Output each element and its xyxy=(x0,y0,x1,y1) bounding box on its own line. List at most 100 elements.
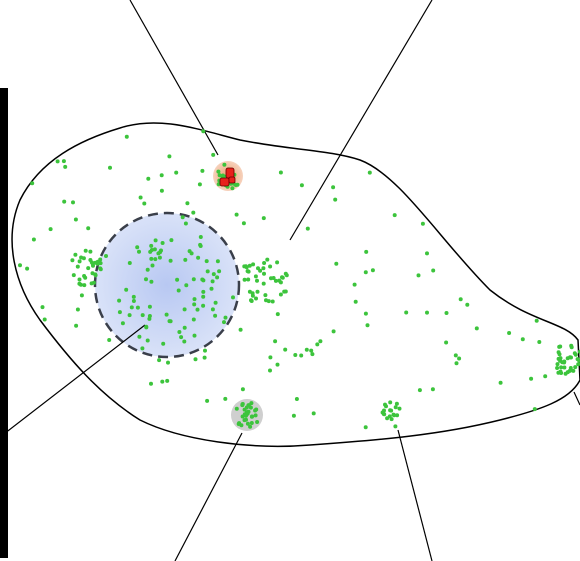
green-dot xyxy=(365,323,370,328)
green-dot xyxy=(389,408,394,413)
green-dot xyxy=(364,249,369,254)
green-dot xyxy=(153,257,158,262)
green-dot xyxy=(234,406,239,411)
green-dot xyxy=(216,169,221,174)
green-dot xyxy=(211,272,216,277)
pointer-line xyxy=(573,391,580,406)
green-dot xyxy=(532,407,537,412)
green-dot xyxy=(568,355,573,360)
green-dot xyxy=(117,310,122,315)
green-dot xyxy=(48,227,53,232)
green-dot xyxy=(395,413,400,418)
green-dot xyxy=(135,305,140,310)
green-dot xyxy=(244,417,248,422)
green-dot xyxy=(165,378,170,383)
green-dot xyxy=(556,370,561,375)
green-dot xyxy=(253,413,258,418)
green-dot xyxy=(174,170,179,175)
green-dot xyxy=(201,294,206,299)
green-dot xyxy=(537,340,542,344)
nucleus-region xyxy=(93,211,241,359)
green-dot xyxy=(273,278,278,283)
green-dot xyxy=(275,312,280,317)
green-dot xyxy=(234,212,239,217)
green-dot xyxy=(230,186,235,191)
green-dot xyxy=(62,199,67,204)
green-dot xyxy=(271,276,276,280)
green-dot xyxy=(417,388,422,393)
green-dot xyxy=(137,249,141,254)
green-dot xyxy=(420,221,425,226)
green-dot xyxy=(309,348,314,353)
green-dot xyxy=(465,302,470,307)
green-dot xyxy=(244,410,249,415)
green-dot xyxy=(474,326,479,331)
pointer-line xyxy=(289,0,433,241)
green-dot xyxy=(31,237,36,242)
green-dot xyxy=(205,269,210,274)
green-dot xyxy=(131,299,136,303)
green-dot xyxy=(299,183,304,188)
green-dot xyxy=(166,360,170,365)
green-dot xyxy=(204,259,209,264)
green-dot xyxy=(75,264,80,269)
green-dot xyxy=(394,401,399,406)
green-dot xyxy=(89,281,94,286)
green-dot xyxy=(244,265,249,270)
green-dot xyxy=(161,341,166,346)
green-dot xyxy=(261,216,266,221)
green-dot xyxy=(575,357,580,362)
green-dot xyxy=(159,248,163,253)
green-dot xyxy=(249,298,253,303)
green-dot xyxy=(240,387,245,392)
green-dot xyxy=(240,414,245,419)
green-dot xyxy=(559,365,564,370)
green-dot xyxy=(98,257,103,262)
green-dot xyxy=(183,221,188,226)
green-dots xyxy=(18,129,580,430)
green-dot xyxy=(189,251,194,256)
green-dot xyxy=(157,358,162,363)
pointer-line xyxy=(174,432,243,561)
green-dot xyxy=(249,401,254,406)
green-dot xyxy=(251,262,256,267)
green-dot xyxy=(249,414,254,419)
green-dot xyxy=(104,254,108,258)
green-dot xyxy=(77,259,82,264)
green-dot xyxy=(331,329,336,334)
green-dot xyxy=(573,365,578,370)
green-dot xyxy=(238,327,243,332)
green-dot xyxy=(86,226,91,231)
pointer-line xyxy=(0,324,146,438)
green-dot xyxy=(558,358,563,363)
green-dot xyxy=(182,325,187,330)
green-dot xyxy=(147,304,152,309)
green-dot xyxy=(74,323,79,328)
green-dot xyxy=(562,365,567,370)
green-dot xyxy=(78,282,83,287)
green-dot xyxy=(131,294,136,299)
green-dot xyxy=(95,261,100,266)
green-dot xyxy=(202,355,207,360)
green-dot xyxy=(391,412,396,417)
green-dot xyxy=(577,349,580,354)
green-dot xyxy=(275,362,280,367)
green-dot xyxy=(180,215,185,220)
green-dot xyxy=(149,381,153,386)
green-dot xyxy=(149,256,154,261)
green-dot xyxy=(82,283,87,288)
green-dot xyxy=(197,182,202,187)
green-dot xyxy=(129,305,134,310)
green-dot xyxy=(210,307,215,312)
green-dot xyxy=(331,185,336,190)
green-dot xyxy=(363,270,368,275)
pointer-line xyxy=(129,0,219,156)
green-dot xyxy=(416,273,421,278)
green-dot xyxy=(145,338,150,343)
green-dot xyxy=(529,376,534,381)
green-dot xyxy=(191,210,196,215)
green-dot xyxy=(55,159,60,164)
green-dot xyxy=(261,266,266,271)
green-dot xyxy=(142,201,147,206)
